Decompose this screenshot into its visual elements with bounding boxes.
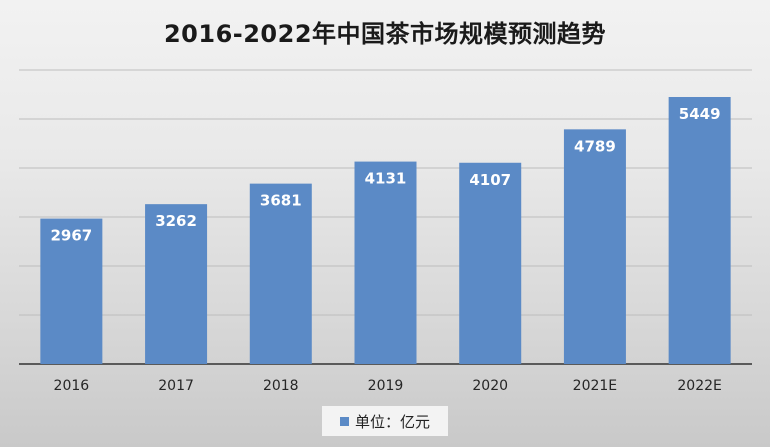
data-label-2017: 3262 [155,212,197,230]
bar-2019 [354,161,417,364]
x-tick-label-2016: 2016 [54,378,90,394]
x-tick-label-2019: 2019 [368,378,404,394]
x-tick-label-2022E: 2022E [677,378,721,394]
x-tick-label-2020: 2020 [472,378,508,394]
x-tick-label-2017: 2017 [158,378,194,394]
legend-label: 单位：亿元 [354,412,430,431]
bar-2021E [563,129,626,364]
bar-2018 [249,183,312,364]
data-label-2020: 4107 [469,171,511,189]
data-label-2016: 2967 [50,227,92,245]
x-tick-label-2021E: 2021E [573,378,617,394]
bar-2017 [145,204,208,364]
bar-2022E [668,96,731,365]
legend: 单位：亿元 [322,406,448,436]
x-tick-label-2018: 2018 [263,378,299,394]
legend-swatch [339,416,349,426]
data-label-2018: 3681 [260,192,302,210]
data-label-2021E: 4789 [574,137,616,155]
bar-2016 [40,218,103,364]
data-label-2019: 4131 [365,170,407,188]
chart-title: 2016-2022年中国茶市场规模预测趋势 [163,20,607,48]
bar-2020 [459,162,522,364]
data-label-2022E: 5449 [679,105,721,123]
